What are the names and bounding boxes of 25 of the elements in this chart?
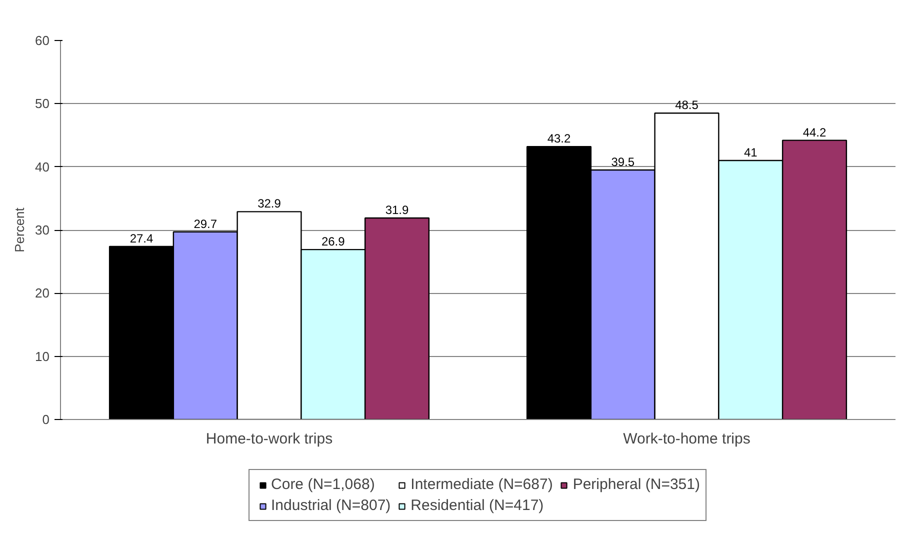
data-label: 43.2 [547,132,571,146]
data-label: 27.4 [130,231,154,246]
y-tick-label: 40 [35,159,50,174]
y-tick-label: 0 [42,412,50,427]
data-label: 26.9 [321,234,346,249]
data-label: 32.9 [258,196,282,211]
data-label: 39.5 [611,154,635,169]
data-label: 41 [744,146,758,160]
y-axis-title: Percent [12,207,28,252]
data-label: 44.2 [802,125,827,140]
legend-label: Peripheral (N=351) [572,476,700,493]
x-tick-label: Work-to-home trips [623,430,750,448]
legend-label: Core (N=1,068) [271,476,375,493]
x-tick-label: Home-to-work trips [206,430,333,448]
legend-label: Residential (N=417) [410,497,544,514]
y-tick-label: 20 [35,286,50,301]
data-label: 31.9 [385,203,410,217]
y-tick-label: 30 [35,222,50,238]
data-label: 29.7 [194,216,218,231]
y-tick-label: 60 [35,33,50,48]
y-tick-label: 50 [35,96,50,112]
legend-label: Industrial (N=807) [271,497,391,514]
legend-label: Intermediate (N=687) [410,476,553,493]
y-tick-label: 10 [35,348,50,364]
data-label: 48.5 [675,98,699,112]
